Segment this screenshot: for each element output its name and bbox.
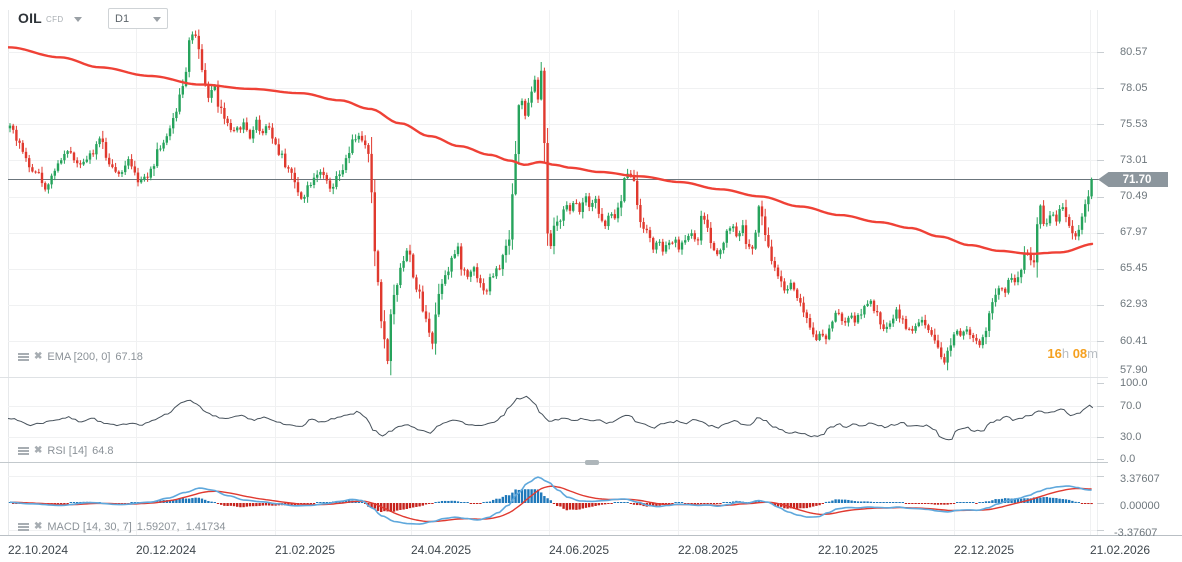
rsi-axis-label: 100.0: [1120, 377, 1148, 390]
macd-indicator-label: ✖ MACD [14, 30, 7] 1.59207, 1.41734: [18, 521, 225, 533]
time-axis-label: 22.12.2025: [954, 543, 1015, 557]
rsi-value: 64.8: [92, 445, 114, 457]
countdown-hours-unit: h: [1061, 346, 1070, 361]
macd-value: 1.59207, 1.41734: [136, 521, 226, 533]
current-price-value: 71.70: [1122, 173, 1152, 186]
panel-resize-handle[interactable]: [585, 460, 599, 465]
close-icon[interactable]: ✖: [34, 351, 43, 362]
ema-value: 67.18: [115, 351, 143, 363]
indicator-settings-icon[interactable]: [18, 522, 29, 533]
price-axis-label: 57.90: [1120, 364, 1148, 376]
indicator-settings-icon[interactable]: [18, 446, 29, 457]
chevron-down-icon[interactable]: [73, 16, 82, 22]
rsi-indicator-label: ✖ RSI [14] 64.8: [18, 445, 114, 457]
price-axis-label: 73.01: [1120, 153, 1148, 166]
symbol-name: OIL: [18, 10, 42, 26]
close-icon[interactable]: ✖: [34, 521, 43, 532]
time-axis-label: 22.08.2025: [678, 543, 739, 557]
price-axis-label: 67.97: [1120, 226, 1148, 239]
rsi-axis-label: 30.0: [1120, 430, 1142, 443]
symbol-selector[interactable]: OIL CFD: [18, 8, 82, 28]
time-axis-label: 24.04.2025: [411, 543, 472, 557]
rsi-axis-label: 70.0: [1120, 400, 1142, 413]
rsi-axis-label: 0.0: [1120, 453, 1136, 466]
time-axis-label: 21.02.2025: [275, 543, 336, 557]
price-axis-label: 75.53: [1120, 117, 1148, 130]
time-axis-label: 22.10.2025: [818, 543, 879, 557]
price-axis-label: 65.45: [1120, 262, 1148, 275]
time-axis-label: 22.10.2024: [8, 543, 69, 557]
price-axis-label: 78.05: [1120, 81, 1148, 94]
price-axis-label: 62.93: [1120, 298, 1148, 311]
rsi-label-text: RSI [14]: [47, 445, 88, 457]
countdown-hours: 16: [1047, 346, 1062, 361]
symbol-type-label: CFD: [45, 15, 64, 24]
time-axis-label: 24.06.2025: [549, 543, 610, 557]
ema-label-text: EMA [200, 0]: [47, 351, 111, 363]
current-price-badge: 71.70: [1098, 172, 1168, 187]
timeframe-selector[interactable]: D1: [108, 8, 168, 29]
macd-axis-label: 3.37607: [1120, 472, 1160, 485]
indicator-settings-icon[interactable]: [18, 352, 29, 363]
chevron-down-icon[interactable]: [153, 16, 161, 22]
ema-indicator-label: ✖ EMA [200, 0] 67.18: [18, 351, 143, 363]
macd-axis-label: 0.00000: [1120, 500, 1160, 512]
countdown-minutes: 08: [1072, 346, 1088, 361]
timeframe-value: D1: [115, 12, 130, 25]
macd-label-text: MACD [14, 30, 7]: [47, 521, 132, 533]
price-axis-label: 70.49: [1120, 190, 1148, 203]
macd-axis-label: -3.37607: [1114, 527, 1158, 540]
price-axis-label: 80.57: [1120, 45, 1148, 58]
time-axis-label: 20.12.2024: [136, 543, 197, 557]
price-axis-label: 60.41: [1120, 334, 1148, 347]
candle-countdown-timer: 16h 08m: [1008, 346, 1098, 361]
time-axis-label: 21.02.2026: [1090, 543, 1151, 557]
countdown-minutes-unit: m: [1087, 346, 1098, 361]
close-icon[interactable]: ✖: [34, 445, 43, 456]
